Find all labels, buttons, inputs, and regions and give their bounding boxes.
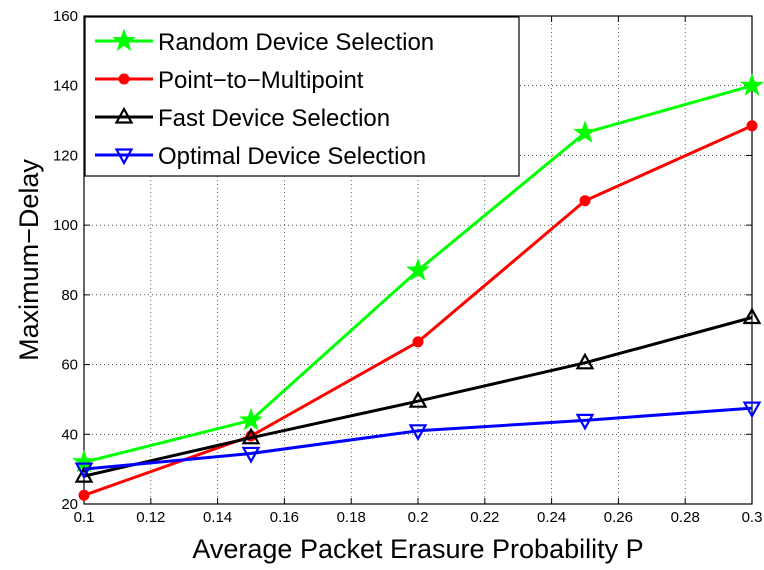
x-tick-label: 0.24 [537,509,566,526]
data-point [573,120,597,143]
series-line [83,316,753,478]
legend: Random Device Selection Point−to−Multipoi… [84,16,520,177]
x-tick-label: 0.26 [604,509,633,526]
series-3 [74,307,762,483]
x-tick-label: 0.3 [742,509,763,526]
data-point [746,120,758,132]
legend-label: Optimal Device Selection [158,143,426,170]
y-tick-label: 20 [61,496,78,513]
legend-label: Fast Device Selection [158,105,390,132]
data-point [241,446,261,464]
series-layer [72,73,764,501]
y-tick-label: 100 [53,217,78,234]
legend-entry: Point−to−Multipoint [95,67,364,94]
y-tick-label: 80 [61,287,78,304]
x-axis-title: Average Packet Erasure Probability P [192,534,643,564]
y-tick-label: 40 [61,426,78,443]
x-tick-label: 0.28 [671,509,700,526]
data-point [241,427,261,445]
data-point [742,307,762,325]
series-4 [74,401,762,480]
data-point [740,73,764,96]
legend-entry: Fast Device Selection [95,105,390,132]
data-point [412,336,424,348]
data-point [408,390,428,408]
y-tick-label: 120 [53,147,78,164]
legend-entry: Optimal Device Selection [95,143,426,170]
legend-swatch-marker [114,106,134,124]
y-tick-labels: 20 40 60 80 100 120 140 160 [53,8,78,513]
legend-label: Point−to−Multipoint [158,67,364,94]
plot-frame [83,15,753,505]
data-point [78,489,90,501]
data-point [239,407,263,431]
legend-swatch-marker [112,28,136,52]
legend-box [84,16,520,177]
data-point [74,465,94,483]
legend-entry: Random Device Selection [95,28,434,56]
data-point [742,401,762,419]
legend-swatch-marker [114,148,134,166]
data-point [408,424,428,442]
y-tick-label: 140 [53,78,78,95]
y-tick-label: 160 [53,8,78,25]
x-tick-label: 0.14 [203,509,232,526]
series-line [83,406,753,471]
x-tick-label: 0.2 [408,509,429,526]
data-point [74,462,94,480]
data-point [575,352,595,370]
x-tick-label: 0.1 [74,509,95,526]
series-1 [72,73,764,473]
data-point [406,257,430,281]
data-point [575,413,595,431]
x-tick-label: 0.12 [136,509,165,526]
x-tick-labels: 0.1 0.12 0.14 0.16 0.18 0.2 0.22 0.24 0.26 0.28 0.… [74,509,763,526]
legend-label: Random Device Selection [158,29,434,56]
x-tick-label: 0.18 [337,509,366,526]
x-tick-label: 0.16 [270,509,299,526]
data-point [579,195,591,207]
x-tick-label: 0.22 [470,509,499,526]
y-axis-title: Maximum−Delay [14,159,44,361]
y-tick-label: 60 [61,357,78,374]
legend-swatch-marker [118,73,130,85]
